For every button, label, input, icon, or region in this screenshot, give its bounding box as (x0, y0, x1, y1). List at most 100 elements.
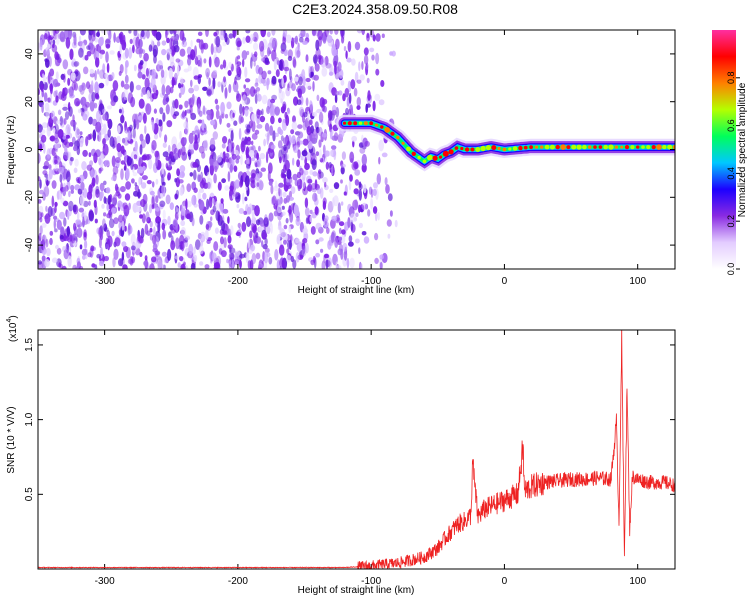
noise-speck (49, 237, 53, 246)
colorbar-tick-label: 0.6 (726, 119, 736, 132)
noise-speck (230, 252, 235, 261)
noise-speck (248, 150, 255, 158)
noise-speck (215, 109, 220, 120)
noise-speck (215, 104, 220, 111)
noise-speck (155, 178, 159, 185)
noise-speck (142, 193, 148, 205)
noise-speck (297, 149, 301, 159)
noise-speck (336, 264, 342, 269)
noise-speck (99, 182, 105, 192)
noise-speck (100, 190, 104, 199)
noise-speck (89, 68, 95, 75)
noise-speck (363, 236, 370, 244)
noise-speck (202, 86, 208, 92)
noise-speck (230, 130, 234, 142)
noise-speck (361, 61, 364, 70)
noise-speck (206, 239, 211, 244)
noise-speck (56, 247, 62, 255)
noise-speck (141, 86, 147, 95)
noise-speck (287, 108, 291, 115)
noise-speck (243, 84, 246, 89)
noise-speck (343, 248, 348, 261)
snr-y-multiplier-exp: 4 (6, 319, 13, 323)
noise-speck (261, 231, 268, 240)
noise-speck (97, 68, 100, 75)
noise-speck (318, 36, 322, 47)
noise-speck (292, 173, 298, 181)
noise-speck (41, 222, 47, 228)
noise-speck (251, 133, 258, 140)
snr-axes: -300 -200 -100 0 100 0.5 1.0 1.5 (24, 330, 675, 587)
noise-speck (46, 126, 51, 137)
noise-speck (256, 124, 263, 129)
noise-speck (225, 37, 230, 45)
noise-speck (314, 63, 320, 72)
noise-speck (48, 168, 53, 180)
noise-speck (282, 35, 287, 45)
noise-speck (240, 140, 246, 153)
noise-speck (212, 77, 216, 90)
noise-speck (80, 96, 87, 107)
noise-speck (199, 215, 204, 225)
noise-speck (354, 41, 361, 51)
noise-speck (149, 190, 155, 196)
noise-speck (138, 157, 144, 170)
noise-speck (349, 151, 355, 163)
noise-speck (264, 214, 268, 225)
noise-speck (261, 108, 264, 116)
noise-speck (312, 54, 318, 64)
noise-speck (94, 70, 97, 81)
noise-speck (358, 188, 362, 201)
noise-speck (202, 105, 206, 115)
noise-speck (250, 57, 253, 69)
noise-speck (287, 49, 293, 59)
noise-speck (341, 151, 346, 160)
noise-speck (83, 200, 89, 208)
noise-speck (168, 231, 172, 238)
noise-speck (120, 168, 124, 180)
noise-speck (271, 195, 277, 206)
x-tick-label: -100 (361, 576, 381, 587)
noise-speck (340, 166, 345, 175)
noise-speck (254, 93, 258, 105)
noise-speck (315, 151, 320, 157)
colorbar-tick-label: 0.4 (726, 167, 736, 180)
noise-speck (53, 218, 56, 230)
noise-speck (239, 103, 243, 115)
noise-speck (180, 220, 186, 227)
noise-speck (279, 156, 282, 164)
noise-speck (38, 88, 41, 96)
noise-speck (331, 215, 338, 222)
noise-speck (56, 120, 61, 125)
noise-speck (162, 151, 169, 158)
noise-speck (237, 222, 241, 229)
noise-speck (299, 36, 304, 43)
ridge-peak (358, 121, 363, 125)
noise-speck (161, 40, 167, 46)
ridge-peak (401, 141, 405, 145)
noise-speck (89, 37, 94, 50)
noise-speck (78, 35, 82, 42)
noise-speck (254, 160, 260, 168)
noise-speck (79, 131, 83, 136)
noise-speck (93, 152, 98, 164)
noise-speck (271, 37, 278, 50)
noise-speck (277, 197, 282, 207)
noise-speck (273, 185, 280, 192)
noise-speck (235, 231, 241, 237)
noise-speck (42, 122, 48, 129)
noise-speck (120, 186, 126, 193)
noise-speck (221, 178, 227, 184)
noise-speck (235, 158, 240, 164)
noise-speck (391, 50, 396, 57)
noise-speck (79, 194, 85, 207)
noise-speck (145, 211, 150, 222)
noise-speck (121, 107, 124, 117)
noise-speck (39, 189, 44, 195)
ridge-peak (656, 144, 662, 150)
noise-speck (292, 56, 297, 68)
noise-speck (212, 131, 218, 140)
noise-speck (83, 231, 87, 238)
noise-speck (246, 163, 251, 169)
